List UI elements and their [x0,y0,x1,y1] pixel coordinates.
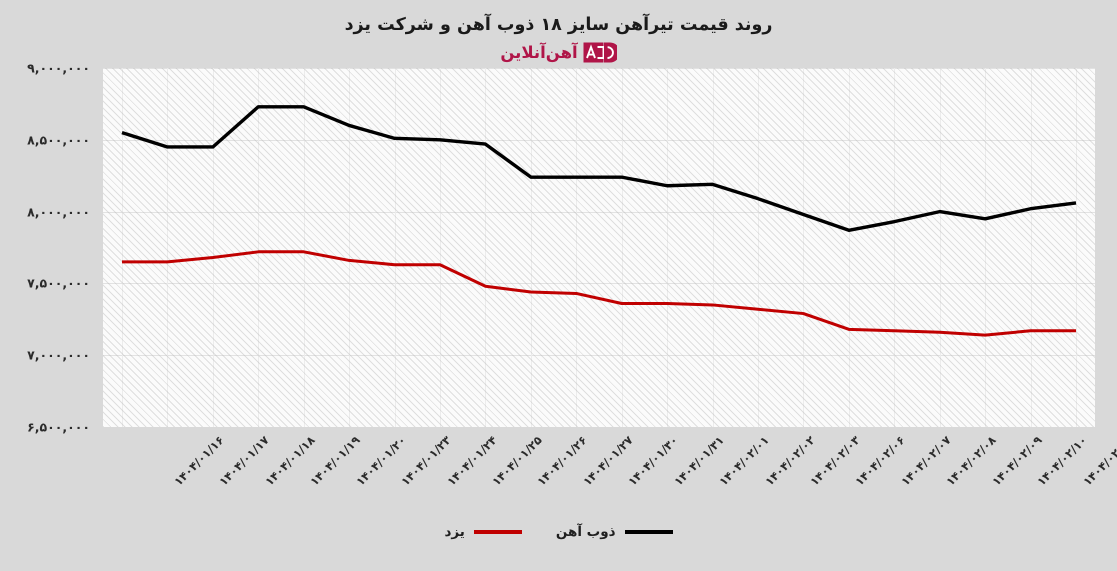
gridline-vertical [985,68,987,427]
chart-title: روند قیمت تیرآهن سایز ۱۸ ذوب آهن و شرکت … [344,15,773,35]
gridline-vertical [848,68,850,427]
gridline-vertical [712,68,714,427]
gridline-vertical [667,68,669,427]
y-axis-tick-label: ۷,۵۰۰,۰۰۰ [27,275,90,291]
gridline-vertical [167,68,169,427]
gridline-horizontal [103,139,1095,141]
gridline-vertical [939,68,941,427]
series-line [122,250,1076,337]
ao-monogram-icon [583,42,620,63]
gridline-vertical [894,68,896,427]
gridline-vertical [349,68,351,427]
legend-label: ذوب آهن [555,524,616,540]
brand-logo-text: آهن‌آنلاین [500,42,578,62]
legend-item[interactable]: ذوب آهن [556,524,673,540]
gridline-horizontal [103,211,1095,213]
gridline-vertical [440,68,441,427]
series-layer [121,105,1077,337]
gridline-horizontal [103,355,1095,357]
y-axis-tick-label: ۸,۰۰۰,۰۰۰ [27,204,90,220]
gridline-vertical [122,68,123,427]
gridline-vertical [303,68,305,427]
gridline-vertical [1076,68,1077,427]
gridline-vertical [621,68,623,427]
legend-swatch [473,530,522,534]
y-axis-tick-label: ۹,۰۰۰,۰۰۰ [27,60,90,76]
gridline-vertical [530,68,532,427]
plot-area [103,68,1095,427]
gridline-vertical [212,68,214,427]
gridline-vertical [803,68,805,427]
gridline-horizontal [103,283,1095,285]
series-line [121,105,1077,232]
gridline-vertical [1030,68,1032,427]
y-axis-tick-label: ۸,۵۰۰,۰۰۰ [27,132,90,148]
gridline-vertical [576,68,578,427]
gridlines [103,68,1095,427]
x-axis: ۱۴۰۴/۰۱/۱۶ ۱۴۰۴/۰۱/۱۷ ۱۴۰۴/۰۱/۱۸ ۱۴۰۴/۰۱/۱۹… [103,427,1117,523]
gridline-vertical [758,68,759,427]
chart-header: روند قیمت تیرآهن سایز ۱۸ ذوب آهن و شرکت … [0,14,1117,63]
gridline-vertical [394,68,396,427]
legend-item[interactable]: یزد [444,524,522,540]
y-axis-tick-label: ۶,۵۰۰,۰۰۰ [27,419,90,435]
legend-swatch [624,530,673,534]
y-axis-tick-label: ۷,۰۰۰,۰۰۰ [27,347,90,363]
gridline-horizontal [103,68,1095,69]
chart-legend: ذوب آهن یزد [0,524,1117,540]
gridline-vertical [258,68,260,427]
brand-logo: آهن‌آنلاین [0,42,1117,63]
y-axis: ۹,۰۰۰,۰۰۰ ۸,۵۰۰,۰۰۰ ۸,۰۰۰,۰۰۰ ۷,۵۰۰,۰۰۰ ۷,۰۰… [0,0,100,571]
legend-label: یزد [444,524,465,540]
gridline-vertical [485,68,487,427]
